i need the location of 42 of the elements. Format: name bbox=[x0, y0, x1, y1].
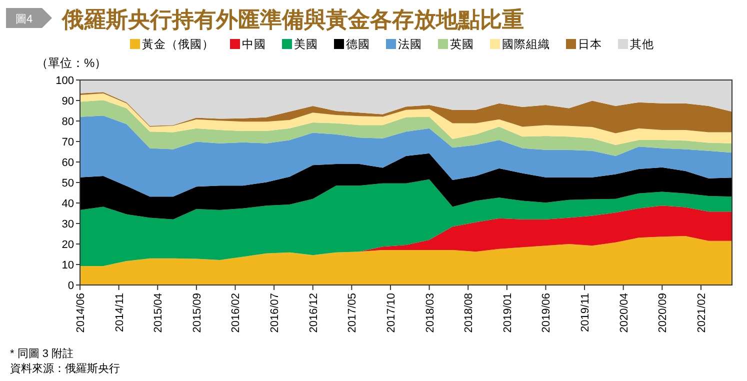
y-axis-title: （單位：%） bbox=[36, 56, 107, 70]
y-tick-label: 90 bbox=[62, 96, 74, 108]
x-tick-label: 2016/12 bbox=[308, 293, 320, 333]
x-tick-label: 2016/02 bbox=[230, 293, 242, 333]
y-tick-label: 30 bbox=[62, 218, 74, 230]
chart-title: 俄羅斯央行持有外匯準備與黃金各存放地點比重 bbox=[61, 7, 524, 33]
y-tick-label: 70 bbox=[62, 136, 74, 148]
legend-label: 其他 bbox=[630, 38, 654, 51]
x-tick-label: 2014/06 bbox=[75, 293, 87, 333]
x-tick-label: 2017/10 bbox=[385, 293, 398, 333]
y-tick-label: 10 bbox=[62, 260, 74, 272]
x-tick-label: 2020/09 bbox=[657, 293, 670, 333]
y-tick-label: 20 bbox=[62, 239, 74, 251]
source-note: 資料來源：俄羅斯央行 bbox=[10, 362, 120, 375]
x-tick-label: 2019/11 bbox=[580, 293, 592, 332]
y-tick-label: 100 bbox=[56, 75, 74, 87]
y-tick-label: 0 bbox=[68, 280, 74, 292]
x-tick-label: 2019/06 bbox=[540, 293, 553, 333]
legend-label: 日本 bbox=[578, 38, 602, 51]
legend-label: 德國 bbox=[346, 38, 370, 51]
x-tick-label: 2018/03 bbox=[424, 293, 436, 333]
legend-label: 中國 bbox=[242, 38, 266, 51]
legend-label: 黃金（俄國） bbox=[142, 38, 214, 51]
y-tick-label: 60 bbox=[62, 157, 74, 169]
x-tick-label: 2014/11 bbox=[114, 293, 126, 332]
legend-label: 法國 bbox=[398, 38, 422, 51]
x-tick-label: 2015/04 bbox=[152, 293, 165, 333]
x-tick-label: 2017/05 bbox=[346, 293, 359, 333]
x-tick-label: 2021/02 bbox=[696, 293, 708, 333]
caption: 圖4 bbox=[15, 14, 33, 26]
x-tick-label: 2020/04 bbox=[618, 293, 630, 333]
legend-label: 英國 bbox=[450, 38, 474, 51]
text: * 同圖 3 附註 bbox=[10, 347, 74, 360]
legend-label: 美國 bbox=[294, 37, 318, 51]
y-tick-label: 40 bbox=[62, 198, 74, 210]
y-tick-label: 50 bbox=[62, 178, 74, 190]
x-tick-label: 2015/09 bbox=[191, 293, 204, 333]
x-tick-label: 2018/08 bbox=[463, 293, 476, 333]
legend-label: 國際組織 bbox=[502, 38, 550, 51]
x-tick-label: 2019/01 bbox=[502, 293, 514, 333]
x-tick-label: 2016/07 bbox=[269, 293, 282, 333]
y-tick-label: 80 bbox=[62, 116, 74, 128]
